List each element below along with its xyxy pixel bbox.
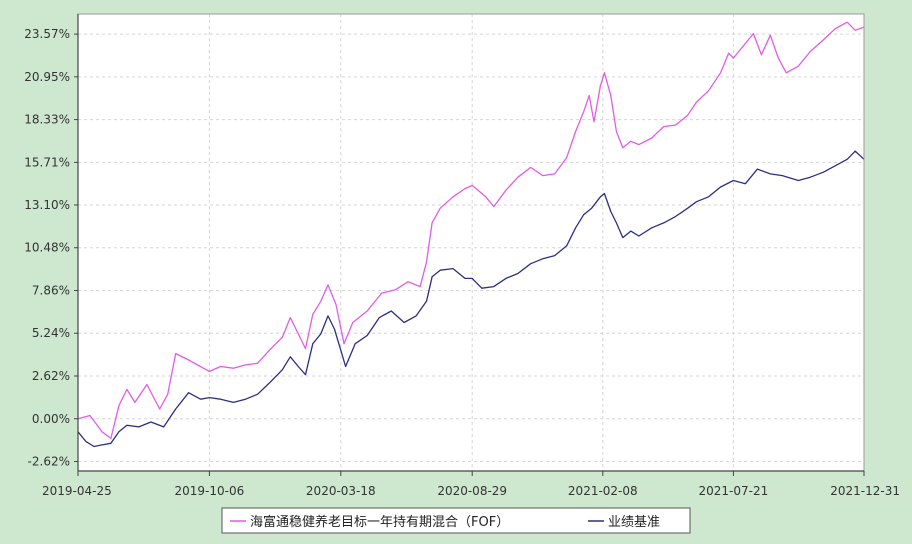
legend-label-benchmark: 业绩基准: [608, 515, 660, 530]
x-tick-label: 2021-07-21: [699, 484, 769, 498]
series-line-benchmark: [77, 150, 865, 448]
y-tick-label: 10.48%: [24, 241, 70, 255]
x-tick-label: 2020-03-18: [306, 484, 376, 498]
y-tick-label: 18.33%: [24, 113, 70, 127]
x-tick-label: 2021-02-08: [568, 484, 638, 498]
grid: [77, 14, 865, 471]
y-tick-label: 0.00%: [32, 412, 70, 426]
y-tick-label: 20.95%: [24, 70, 70, 84]
y-tick-label: 7.86%: [32, 283, 70, 297]
x-tick-label: 2021-12-31: [830, 484, 900, 498]
y-tick-label: 5.24%: [32, 326, 70, 340]
x-axis-ticks: 2019-04-25 2019-10-06 2020-03-18 2020-08-29…: [42, 471, 900, 498]
y-tick-label: 23.57%: [24, 27, 70, 41]
series-lines: [77, 21, 865, 448]
x-tick-label: 2019-10-06: [175, 484, 245, 498]
legend-label-fund: 海富通稳健养老目标一年持有期混合（FOF）: [250, 514, 509, 530]
legend-box: [221, 507, 691, 534]
plot-area: [78, 14, 864, 471]
series-line-fund: [77, 21, 865, 440]
x-tick-label: 2019-04-25: [42, 484, 112, 498]
y-tick-label: 13.10%: [24, 198, 70, 212]
y-tick-label: -2.62%: [28, 455, 70, 469]
legend: 海富通稳健养老目标一年持有期混合（FOF） 业绩基准: [221, 507, 691, 534]
y-axis-ticks: -2.62% 0.00% 2.62% 5.24% 7.86% 10.48% 13.10% 15…: [24, 27, 78, 469]
x-tick-label: 2020-08-29: [437, 484, 507, 498]
y-tick-label: 2.62%: [32, 369, 70, 383]
y-tick-label: 15.71%: [24, 155, 70, 169]
